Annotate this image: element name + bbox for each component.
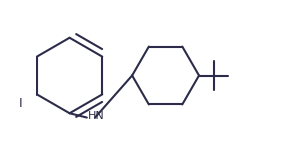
- Text: I: I: [18, 96, 22, 109]
- Text: HN: HN: [88, 111, 105, 122]
